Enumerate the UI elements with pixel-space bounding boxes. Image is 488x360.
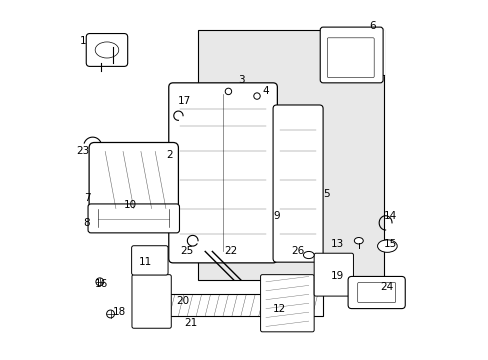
Polygon shape: [331, 30, 383, 75]
FancyBboxPatch shape: [165, 294, 323, 316]
Text: 19: 19: [330, 271, 344, 282]
FancyBboxPatch shape: [168, 83, 277, 263]
FancyBboxPatch shape: [132, 275, 171, 328]
FancyBboxPatch shape: [260, 275, 313, 332]
Text: 12: 12: [272, 303, 286, 314]
FancyBboxPatch shape: [198, 30, 383, 280]
FancyBboxPatch shape: [88, 204, 179, 233]
Text: 8: 8: [83, 218, 90, 228]
Ellipse shape: [377, 240, 396, 252]
Ellipse shape: [303, 251, 313, 258]
Text: 7: 7: [83, 193, 90, 203]
FancyBboxPatch shape: [131, 246, 168, 275]
Text: 16: 16: [94, 279, 107, 289]
FancyBboxPatch shape: [89, 143, 178, 214]
Ellipse shape: [253, 93, 260, 99]
Text: 9: 9: [273, 211, 280, 221]
Ellipse shape: [106, 310, 114, 318]
Text: 13: 13: [330, 239, 344, 249]
Text: 6: 6: [369, 21, 375, 31]
Text: 1: 1: [80, 36, 87, 46]
Text: 10: 10: [124, 200, 137, 210]
Text: 24: 24: [380, 282, 393, 292]
Text: 14: 14: [383, 211, 396, 221]
Text: 17: 17: [177, 96, 190, 107]
Text: 4: 4: [262, 86, 268, 96]
Ellipse shape: [354, 238, 363, 244]
Text: 22: 22: [224, 247, 237, 256]
Text: 21: 21: [183, 318, 197, 328]
Text: 25: 25: [180, 247, 193, 256]
Text: 20: 20: [176, 296, 189, 306]
FancyBboxPatch shape: [272, 105, 323, 262]
Text: 11: 11: [138, 257, 151, 267]
Text: 23: 23: [77, 147, 90, 157]
Text: 3: 3: [237, 75, 244, 85]
Text: 2: 2: [165, 150, 172, 160]
Ellipse shape: [225, 88, 231, 95]
FancyBboxPatch shape: [347, 276, 405, 309]
Ellipse shape: [96, 278, 103, 286]
Text: 15: 15: [383, 239, 396, 249]
FancyBboxPatch shape: [320, 27, 382, 83]
FancyBboxPatch shape: [313, 253, 353, 296]
FancyBboxPatch shape: [86, 33, 127, 66]
Text: 26: 26: [290, 247, 304, 256]
Text: 5: 5: [323, 189, 329, 199]
Text: 18: 18: [112, 307, 125, 317]
